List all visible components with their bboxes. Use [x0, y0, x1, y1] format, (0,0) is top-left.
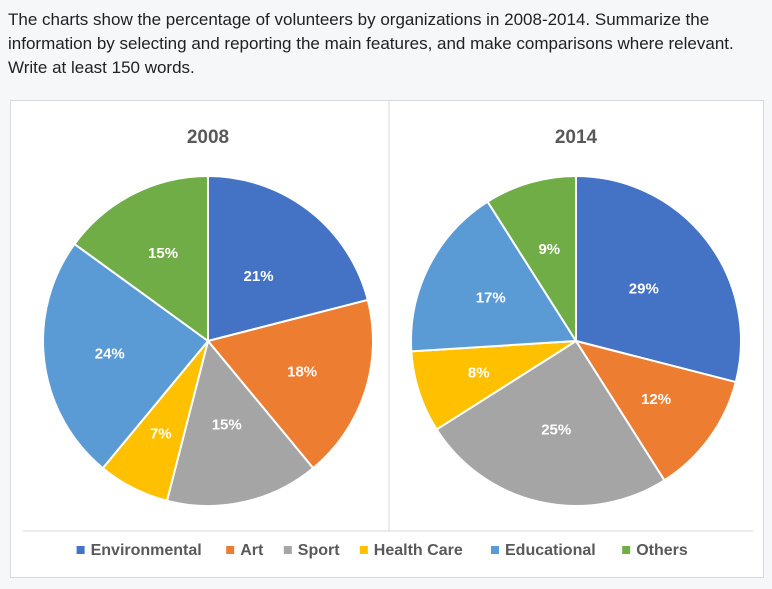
legend-label-educational: Educational — [505, 542, 596, 559]
pie-slice-2008-sport — [165, 338, 315, 507]
pie-slice-2014-educational — [410, 200, 578, 353]
slice-label-2014-educational: 17% — [476, 290, 506, 307]
legend-label-art: Art — [240, 542, 264, 559]
pie-slice-2014-art — [573, 339, 738, 482]
legend-label-sport: Sport — [298, 542, 340, 559]
pie-slice-2008-educational — [42, 242, 210, 470]
pie-slice-2008-others — [73, 174, 209, 343]
pie-charts-svg: 2008 21% 18% 15% 7% 24% 15% 2014 29% 12% 25% 8% 17% 9… — [23, 101, 753, 559]
legend-swatch-others — [622, 546, 631, 554]
slice-label-2014-art: 12% — [641, 391, 671, 408]
legend-label-health-care: Health Care — [374, 542, 463, 559]
pie-slice-2014-sport — [435, 339, 666, 507]
chart-title-1: 2014 — [555, 127, 598, 148]
slice-label-2008-environmental: 21% — [244, 268, 274, 285]
legend: Environmental Art Sport Health Care Educatio… — [76, 542, 688, 559]
pie-slice-2008-environmental — [207, 174, 370, 343]
legend-swatch-educational — [491, 546, 499, 554]
slice-label-2014-health-care: 8% — [468, 365, 490, 382]
legend-swatch-sport — [283, 546, 292, 554]
pie-slice-2014-others — [486, 174, 577, 345]
legend-label-environmental: Environmental — [91, 542, 202, 559]
chart-title-0: 2008 — [187, 127, 229, 148]
slice-label-2008-educational: 24% — [95, 345, 125, 362]
pie-slice-2008-art — [206, 298, 374, 470]
legend-label-others: Others — [636, 542, 688, 559]
slice-label-2008-others: 15% — [148, 245, 178, 262]
slice-label-2014-others: 9% — [538, 241, 560, 258]
slice-label-2008-art: 18% — [287, 364, 317, 381]
slice-label-2008-health-care: 7% — [150, 426, 172, 443]
legend-swatch-environmental — [76, 546, 85, 554]
pie-slice-2014-environmental — [575, 174, 742, 384]
slice-label-2014-sport: 25% — [541, 422, 571, 439]
slice-label-2008-sport: 15% — [212, 417, 242, 434]
pie-charts-figure: 2008 21% 18% 15% 7% 24% 15% 2014 29% 12% 25% 8% 17% 9… — [10, 100, 764, 578]
task-prompt: The charts show the percentage of volunt… — [8, 10, 734, 77]
slice-label-2014-environmental: 29% — [629, 280, 659, 297]
legend-swatch-health-care — [359, 546, 368, 554]
legend-swatch-art — [226, 546, 235, 554]
